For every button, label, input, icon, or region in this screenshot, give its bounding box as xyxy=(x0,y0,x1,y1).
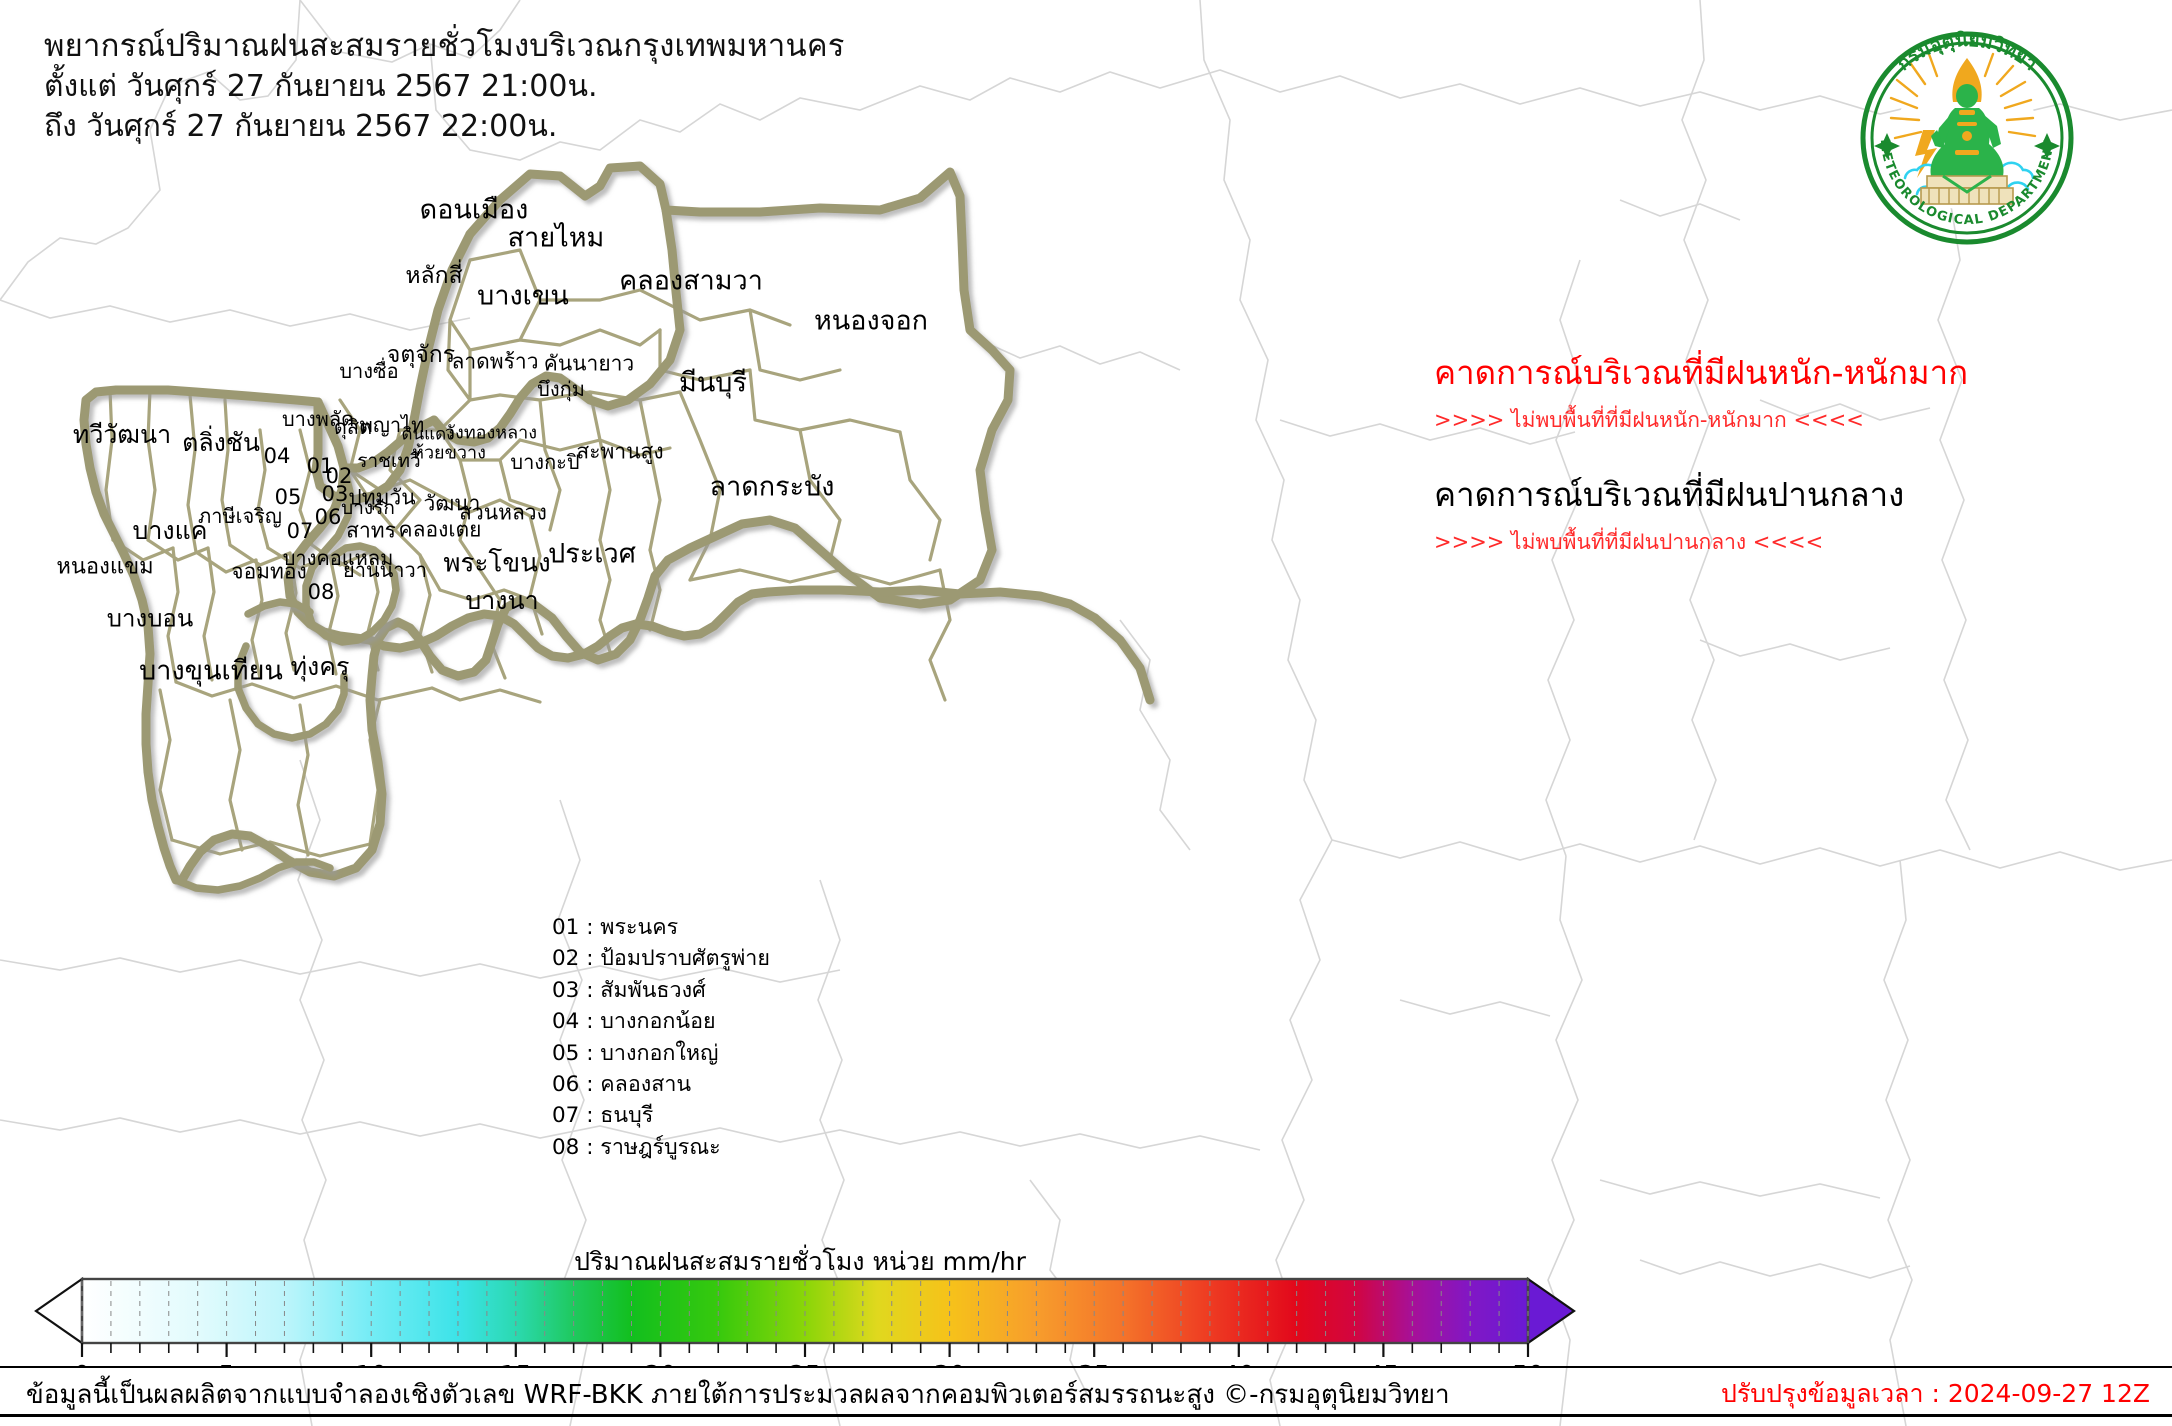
footer-update-time: ปรับปรุงข้อมูลเวลา : 2024-09-27 12Z xyxy=(1720,1379,2150,1408)
district-label: บางคอแหลม xyxy=(282,546,394,570)
district-label: สะพานสูง xyxy=(576,439,664,464)
district-label: 03 xyxy=(321,482,349,506)
district-label: ลาดกระบัง xyxy=(709,471,835,503)
footer-bottom-rule xyxy=(0,1414,2172,1417)
district-code-entry: 02 : ป้อมปราบศัตรูพ่าย xyxy=(552,946,770,972)
district-label: จอมทอง xyxy=(231,559,307,584)
title-line-3: ถึง วันศุกร์ 27 กันยายน 2567 22:00น. xyxy=(44,108,558,144)
district-code-entry: 01 : พระนคร xyxy=(552,915,679,940)
district-code-entry: 08 : ราษฎร์บูรณะ xyxy=(552,1134,721,1160)
district-label: 05 xyxy=(274,485,302,509)
footer-credit: ข้อมูลนี้เป็นผลผลิตจากแบบจำลองเชิงตัวเลข… xyxy=(26,1380,1450,1410)
heavy-rain-status: >>>> ไม่พบพื้นที่ที่มีฝนหนัก-หนักมาก <<<… xyxy=(1434,408,1864,433)
district-label: บางขุนเทียน xyxy=(139,655,283,687)
district-label: บึงกุ่ม xyxy=(537,377,585,401)
district-label: หนองจอก xyxy=(813,305,929,337)
district-label: สาทร xyxy=(346,518,396,543)
title-line-2: ตั้งแต่ วันศุกร์ 27 กันยายน 2567 21:00น. xyxy=(44,68,598,104)
district-label: หนองแขม xyxy=(56,554,154,580)
district-code-entry: 07 : ธนบุรี xyxy=(552,1103,654,1129)
district-label: ดินแดง xyxy=(401,424,455,445)
district-code-entry: 05 : บางกอกใหญ่ xyxy=(552,1040,719,1066)
rainfall-warning-legend: คาดการณ์บริเวณที่มีฝนหนัก-หนักมาก >>>> ไ… xyxy=(1434,352,2144,555)
district-label: ภาษีเจริญ xyxy=(198,504,282,528)
district-label: ทุ่งครุ xyxy=(290,652,350,681)
district-label: หลักสี่ xyxy=(405,263,463,289)
district-label: มีนบุรี xyxy=(679,367,747,399)
footer-bar: ข้อมูลนี้เป็นผลผลิตจากแบบจำลองเชิงตัวเลข… xyxy=(0,1374,2172,1417)
district-code-entry: 03 : สัมพันธวงศ์ xyxy=(552,977,706,1003)
district-label: จตุจักร xyxy=(386,342,456,368)
district-label: 08 xyxy=(307,580,335,604)
district-label: ราชเทวี xyxy=(357,450,421,472)
district-label: 06 xyxy=(314,505,342,529)
district-label: สายไหม xyxy=(507,222,605,254)
district-label: ปทุมวัน xyxy=(348,485,416,510)
district-label: พญาไท xyxy=(359,413,425,437)
district-label: บางแค xyxy=(132,516,208,545)
district-code-entry: 04 : บางกอกน้อย xyxy=(552,1009,716,1035)
district-label: คันนายาว xyxy=(543,351,635,376)
district-label: วังทองหลาง xyxy=(444,422,538,444)
district-label: บางพลัด xyxy=(281,407,355,431)
colorbar-title: ปริมาณฝนสะสมรายชั่วโมง หน่วย mm/hr xyxy=(574,1247,1026,1276)
district-label: บางรัก xyxy=(341,497,395,519)
colorbar-max-arrow xyxy=(1526,1276,1576,1346)
footer-top-rule xyxy=(0,1366,2172,1368)
district-label: ดุสิต xyxy=(333,415,373,439)
district-label: สวนหลวง xyxy=(459,500,547,525)
rainfall-colorbar: ปริมาณฝนสะสมรายชั่วโมง หน่วย mm/hr 05101… xyxy=(0,1242,2172,1389)
district-label: คลองสามวา xyxy=(619,265,763,297)
district-label: บางเขน xyxy=(477,280,569,312)
district-label: บางบอน xyxy=(106,604,194,633)
district-code-key: 01 : พระนคร 02 : ป้อมปราบศัตรูพ่าย 03 : สั… xyxy=(552,912,770,1163)
map-title-block: พยากรณ์ปริมาณฝนสะสมรายชั่วโมงบริเวณกรุงเ… xyxy=(44,26,845,146)
district-label: บางนา xyxy=(465,586,539,615)
district-label: ดอนเมือง xyxy=(419,194,529,226)
district-label: ทวีวัฒนา xyxy=(72,420,172,449)
district-label: ตลิ่งชัน xyxy=(182,428,260,457)
heavy-rain-heading: คาดการณ์บริเวณที่มีฝนหนัก-หนักมาก xyxy=(1434,353,1969,392)
district-label: ย่านนาวา xyxy=(343,558,427,582)
district-label: ลาดพร้าว xyxy=(451,349,539,374)
district-label: 01 xyxy=(306,454,334,478)
district-label: ประเวศ xyxy=(548,538,636,570)
district-label: บางซื่อ xyxy=(339,359,399,383)
district-label: 07 xyxy=(286,519,314,543)
colorbar-min-arrow xyxy=(34,1276,84,1346)
moderate-rain-heading: คาดการณ์บริเวณที่มีฝนปานกลาง xyxy=(1434,474,1905,514)
colorbar-graphic: 05101520253035404550 xyxy=(30,1275,1630,1389)
district-label: 02 xyxy=(325,464,353,488)
moderate-rain-status: >>>> ไม่พบพื้นที่ที่มีฝนปานกลาง <<<< xyxy=(1434,529,1824,554)
district-code-entry: 06 : คลองสาน xyxy=(552,1071,692,1097)
district-label: วัฒนา xyxy=(423,491,481,516)
district-label: พระโขนง xyxy=(443,548,551,579)
district-label: คลองเตย xyxy=(398,517,482,542)
district-label: ห้วยขวาง xyxy=(412,442,486,464)
district-label: 04 xyxy=(263,444,291,468)
tmd-seal-logo: กรมอุตุนิยมวิทยา METEOROLOGICAL DEPARTME… xyxy=(1847,18,2087,254)
district-label: บางกะปิ xyxy=(510,450,580,474)
title-line-1: พยากรณ์ปริมาณฝนสะสมรายชั่วโมงบริเวณกรุงเ… xyxy=(44,28,845,64)
